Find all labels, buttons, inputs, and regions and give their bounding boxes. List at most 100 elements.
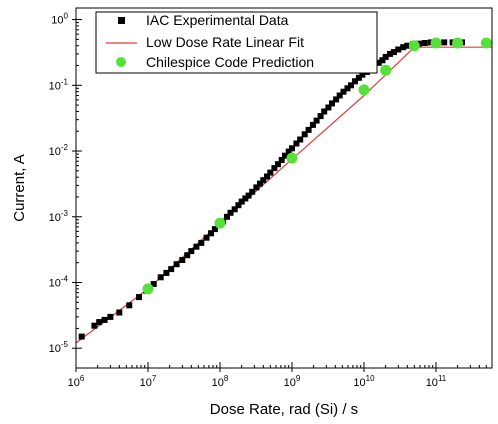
experimental-point — [91, 322, 98, 329]
experimental-point — [150, 281, 157, 287]
experimental-point — [400, 44, 407, 51]
x-tick-exponent: 10 — [366, 374, 375, 383]
y-tick-exponent: -2 — [61, 143, 69, 152]
experimental-point — [359, 71, 366, 78]
experimental-point — [211, 226, 218, 233]
y-tick-label: 10-3 — [49, 209, 69, 224]
x-tick-label: 106 — [68, 374, 85, 389]
y-tick-base: 10 — [49, 212, 61, 224]
experimental-point — [136, 294, 142, 301]
y-tick-exponent: -3 — [61, 209, 69, 218]
experimental-point — [301, 131, 308, 138]
experimental-point — [257, 180, 263, 187]
legend-label-chilespice: Chilespice Code Prediction — [146, 54, 314, 70]
experimental-point — [96, 319, 103, 326]
legend-box — [95, 11, 378, 74]
experimental-point — [297, 136, 304, 143]
chilespice-point — [408, 40, 420, 52]
experimental-point — [333, 96, 340, 103]
experimental-point — [375, 59, 382, 66]
experimental-point — [78, 333, 85, 340]
legend-square-marker — [118, 17, 125, 24]
experimental-point — [313, 117, 320, 124]
chilespice-point — [142, 283, 154, 295]
experimental-point — [352, 78, 358, 85]
experimental-point — [242, 195, 249, 202]
x-tick-exponent: 11 — [438, 374, 447, 383]
experimental-point — [441, 39, 448, 46]
x-tick-label: 109 — [284, 374, 301, 389]
chilespice-point — [214, 217, 226, 229]
experimental-point — [116, 309, 123, 316]
experimental-point — [173, 261, 180, 268]
experimental-point — [245, 192, 252, 199]
experimental-point — [275, 161, 281, 168]
experimental-point — [193, 243, 200, 250]
experimental-point — [249, 188, 256, 195]
experimental-point — [179, 257, 186, 263]
legend: IAC Experimental Data Low Dose Rate Line… — [95, 11, 378, 74]
experimental-point — [282, 152, 288, 159]
experimental-point — [395, 46, 402, 53]
experimental-point — [107, 313, 114, 320]
experimental-point — [163, 269, 170, 276]
x-tick-exponent: 6 — [80, 374, 85, 383]
experimental-point — [293, 140, 300, 147]
experimental-point — [348, 82, 354, 89]
experimental-point — [203, 234, 210, 241]
x-tick-base: 10 — [426, 377, 438, 389]
y-tick-base: 10 — [49, 343, 61, 355]
experimental-point — [184, 252, 191, 259]
x-tick-base: 10 — [284, 377, 296, 389]
x-tick-exponent: 9 — [296, 374, 301, 383]
experimental-point — [344, 85, 351, 92]
experimental-point — [355, 74, 362, 81]
x-tick-base: 10 — [353, 377, 365, 389]
experimental-point — [278, 157, 285, 163]
experimental-point — [188, 248, 195, 255]
x-tick-label: 1011 — [426, 374, 447, 389]
experimental-point — [238, 198, 245, 205]
experimental-point — [329, 100, 335, 107]
experimental-point — [321, 108, 328, 115]
y-tick-base: 10 — [49, 80, 61, 92]
experimental-point — [168, 266, 175, 273]
y-tick-exponent: -1 — [61, 77, 69, 86]
chilespice-point — [358, 84, 370, 96]
x-tick-exponent: 8 — [224, 374, 229, 383]
y-tick-exponent: -4 — [61, 274, 69, 283]
y-tick-label: 10-1 — [49, 77, 69, 92]
experimental-point — [421, 40, 428, 46]
y-tick-label: 100 — [51, 12, 68, 27]
chilespice-point — [430, 37, 442, 49]
x-tick-label: 108 — [212, 374, 229, 389]
y-tick-base: 10 — [49, 146, 61, 158]
experimental-point — [231, 206, 238, 213]
x-axis-title: Dose Rate, rad (Si) / s — [210, 401, 358, 418]
plot-area — [75, 37, 492, 344]
x-tick-label: 1010 — [353, 374, 375, 389]
experimental-point — [224, 213, 230, 220]
experimental-point — [235, 202, 242, 209]
x-tick-base: 10 — [140, 377, 152, 389]
experimental-point — [285, 148, 292, 155]
plot-frame — [75, 7, 493, 369]
y-tick-base: 10 — [49, 277, 61, 289]
experimental-point — [267, 169, 274, 176]
legend-label-linear-fit: Low Dose Rate Linear Fit — [146, 34, 304, 50]
y-axis-title: Current, A — [11, 154, 28, 222]
experimental-point — [264, 173, 270, 180]
experimental-point — [126, 302, 133, 309]
x-tick-label: 107 — [140, 374, 157, 389]
x-tick-base: 10 — [212, 377, 224, 389]
experimental-point — [101, 316, 108, 323]
experimental-point — [379, 57, 386, 64]
experimental-point — [260, 177, 267, 184]
x-tick-base: 10 — [68, 377, 80, 389]
y-tick-label: 10-4 — [49, 274, 69, 289]
chilespice-point — [452, 37, 464, 49]
experimental-point — [317, 113, 324, 120]
y-tick-exponent: -5 — [61, 340, 69, 349]
experimental-point — [305, 126, 312, 133]
